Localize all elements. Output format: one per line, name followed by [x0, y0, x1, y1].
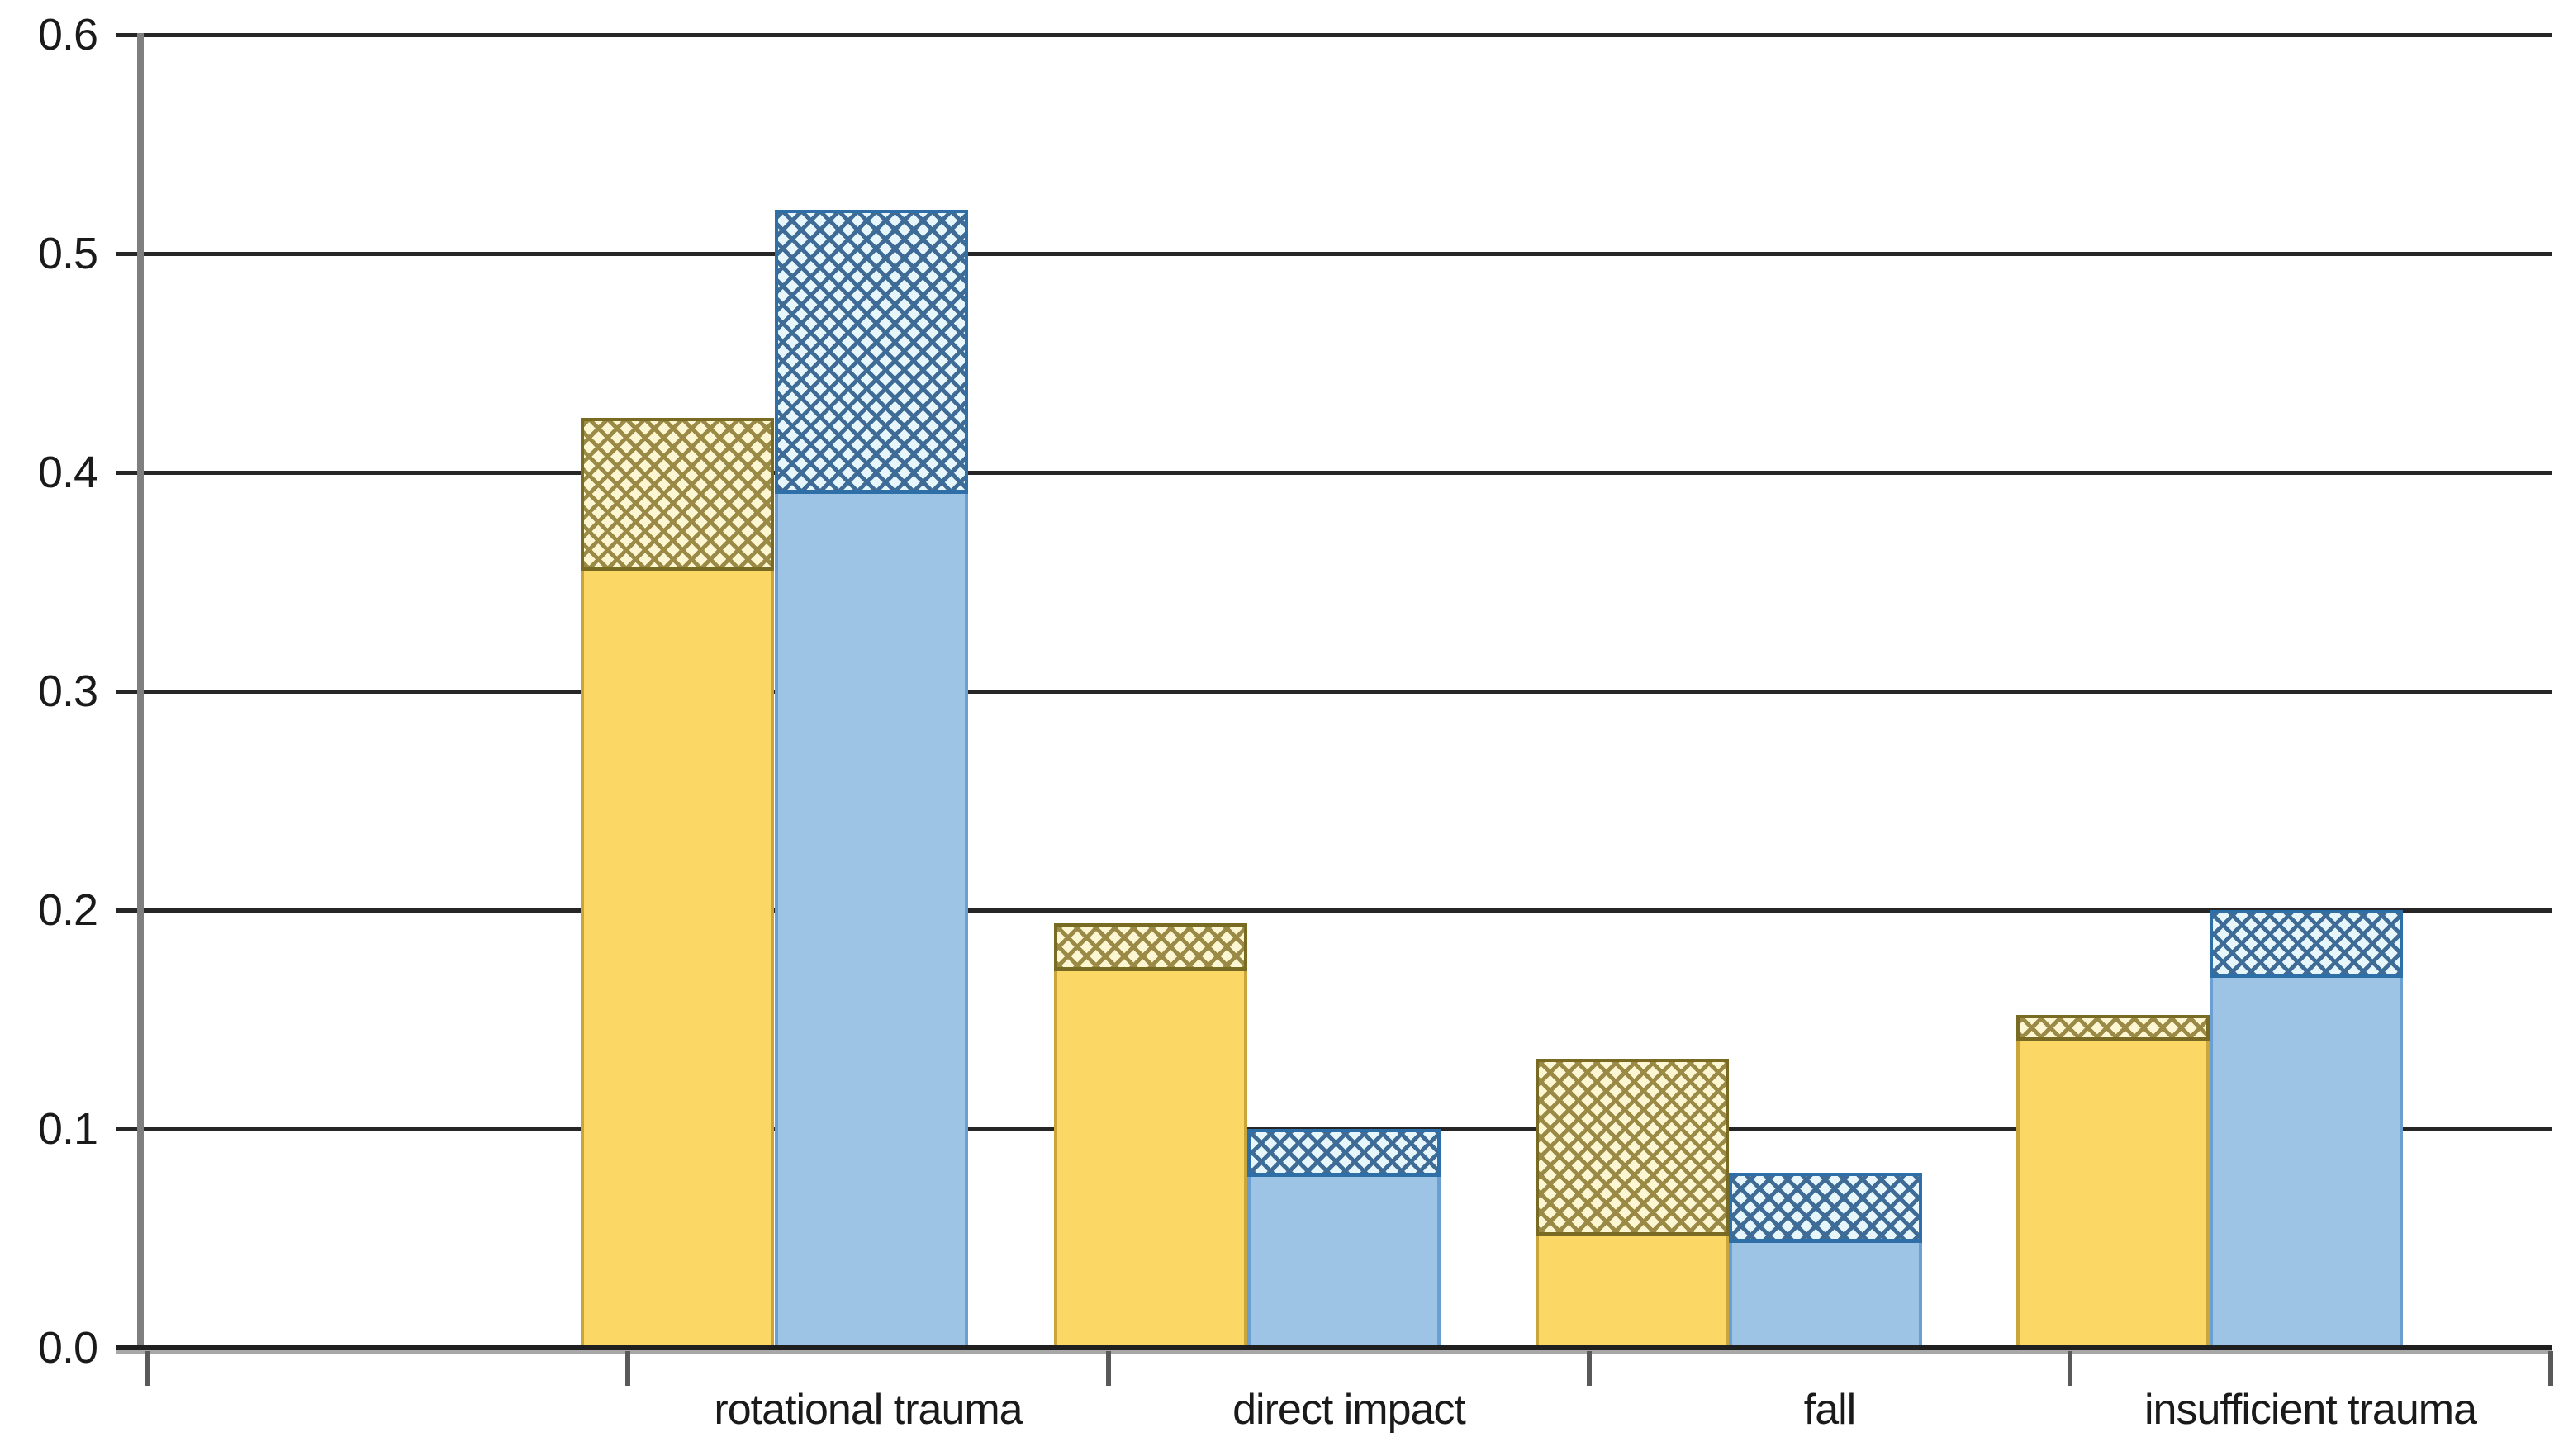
bar-yellow-solid-segment	[1536, 1236, 1729, 1348]
y-gridline	[116, 252, 2552, 256]
y-gridline	[116, 908, 2552, 913]
bar-yellow-solid-segment	[581, 571, 774, 1348]
y-axis-line	[137, 33, 144, 1353]
y-gridline	[116, 33, 2552, 37]
category-label: direct impact	[1232, 1386, 1466, 1434]
bar-yellow-hatched-segment	[1536, 1059, 1729, 1236]
y-gridline	[116, 471, 2552, 475]
y-tick-label: 0.6	[37, 10, 98, 59]
x-tick-mark	[625, 1351, 630, 1386]
y-tick-label: 0.0	[37, 1323, 98, 1373]
x-tick-mark	[1106, 1351, 1111, 1386]
category-label: rotational trauma	[714, 1386, 1023, 1434]
x-axis-line	[116, 1345, 2552, 1350]
bar-blue-hatched-segment	[2210, 910, 2403, 978]
category-label: insufficient trauma	[2144, 1386, 2477, 1434]
bar-blue-solid-segment	[1729, 1243, 1922, 1348]
bar-blue-hatched-segment	[1247, 1129, 1441, 1177]
bar-yellow-solid-segment	[1054, 971, 1247, 1348]
bar-blue-solid-segment	[1247, 1177, 1441, 1348]
bar-blue-hatched-segment	[775, 210, 968, 494]
y-tick-label: 0.3	[37, 666, 98, 716]
bar-blue-hatched-segment	[1729, 1173, 1922, 1243]
bar-blue-solid-segment	[2210, 978, 2403, 1348]
bar-yellow-hatched-segment	[2016, 1015, 2210, 1041]
bar-yellow-solid-segment	[2016, 1041, 2210, 1348]
x-tick-mark	[1587, 1351, 1592, 1386]
x-tick-mark	[2548, 1351, 2553, 1386]
y-tick-label: 0.5	[37, 229, 98, 278]
y-tick-label: 0.4	[37, 448, 98, 497]
bar-yellow-hatched-segment	[581, 418, 774, 571]
x-tick-mark	[145, 1351, 150, 1386]
y-gridline	[116, 690, 2552, 694]
y-tick-label: 0.1	[37, 1104, 98, 1154]
y-tick-label: 0.2	[37, 885, 98, 935]
bar-blue-solid-segment	[775, 494, 968, 1348]
x-tick-mark	[2068, 1351, 2072, 1386]
bar-yellow-hatched-segment	[1054, 923, 1247, 971]
category-label: fall	[1803, 1386, 1856, 1434]
